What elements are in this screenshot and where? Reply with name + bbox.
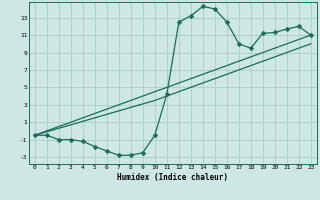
X-axis label: Humidex (Indice chaleur): Humidex (Indice chaleur) <box>117 173 228 182</box>
